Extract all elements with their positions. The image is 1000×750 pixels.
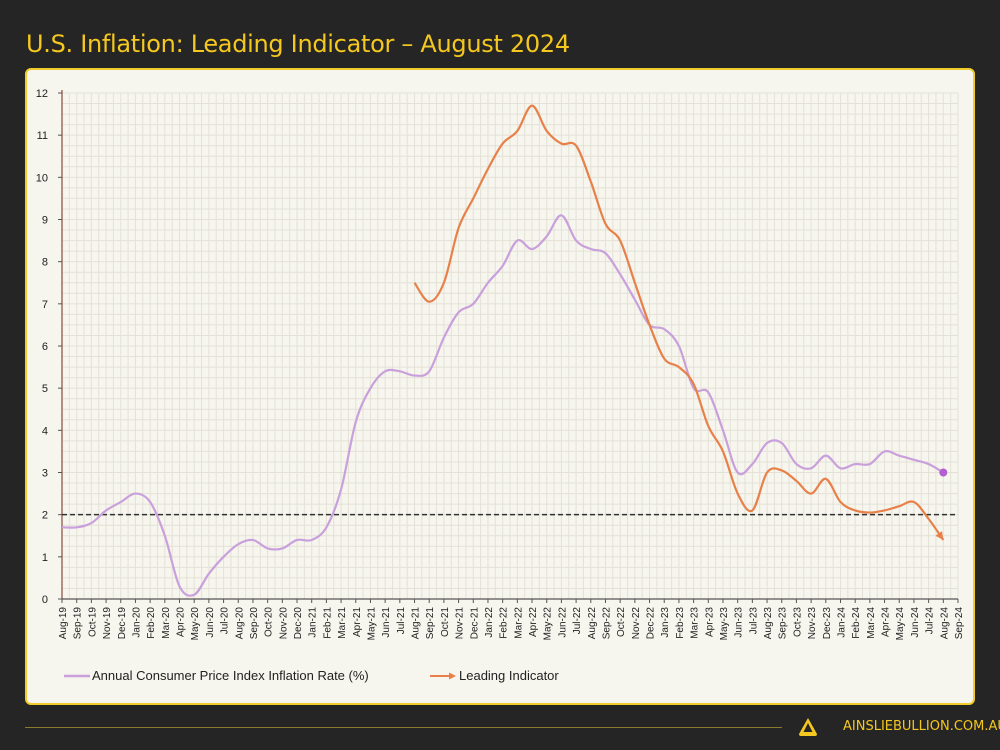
y-tick-label: 12 xyxy=(36,88,48,100)
x-tick-label: Apr-22 xyxy=(528,607,539,637)
x-tick-label: Feb-24 xyxy=(851,607,862,639)
x-tick-label: Oct-23 xyxy=(792,607,803,637)
y-tick-label: 11 xyxy=(37,130,48,142)
footer-divider xyxy=(25,727,782,728)
x-tick-label: Dec-21 xyxy=(469,607,480,640)
x-tick-label: Aug-21 xyxy=(411,607,422,640)
legend-label-leading: Leading Indicator xyxy=(459,668,559,683)
x-tick-label: Jul-22 xyxy=(572,607,583,635)
legend: Annual Consumer Price Index Inflation Ra… xyxy=(64,668,559,683)
x-tick-label: Sep-21 xyxy=(425,607,436,640)
x-tick-label: Jan-20 xyxy=(131,607,142,638)
x-tick-label: Jun-22 xyxy=(557,607,568,638)
y-tick-label: 5 xyxy=(42,383,48,395)
x-tick-label: Nov-22 xyxy=(631,607,642,640)
x-tick-label: Sep-24 xyxy=(954,607,965,640)
x-tick-label: May-21 xyxy=(366,607,377,641)
x-tick-label: Mar-23 xyxy=(690,607,701,639)
x-tick-label: Oct-21 xyxy=(440,607,451,637)
x-tick-label: Dec-20 xyxy=(293,607,304,640)
x-tick-label: Jan-23 xyxy=(660,607,671,638)
x-tick-label: Jan-24 xyxy=(836,607,847,638)
ainslie-logo-icon xyxy=(799,718,817,736)
x-tick-label: May-20 xyxy=(190,607,201,641)
x-tick-label: Feb-23 xyxy=(675,607,686,639)
x-tick-label: Dec-19 xyxy=(117,607,128,640)
x-tick-label: Jul-20 xyxy=(220,607,231,635)
x-tick-label: Sep-23 xyxy=(778,607,789,640)
x-tick-label: Apr-20 xyxy=(176,607,187,637)
page-title: U.S. Inflation: Leading Indicator – Augu… xyxy=(26,30,570,58)
leading-indicator-arrowhead xyxy=(935,531,944,540)
x-tick-label: Oct-20 xyxy=(264,607,275,637)
grid xyxy=(61,92,959,600)
x-tick-label: Jul-24 xyxy=(925,607,936,635)
y-tick-label: 0 xyxy=(42,594,48,606)
x-tick-label: Aug-23 xyxy=(763,607,774,640)
x-tick-label: Oct-22 xyxy=(616,607,627,637)
y-tick-label: 9 xyxy=(42,215,48,227)
x-tick-label: May-23 xyxy=(719,607,730,641)
x-tick-label: Jan-21 xyxy=(308,607,319,638)
x-tick-label: Aug-19 xyxy=(58,607,69,640)
y-tick-label: 8 xyxy=(42,257,48,269)
x-tick-label: Jul-21 xyxy=(396,607,407,635)
x-tick-label: Aug-20 xyxy=(234,607,245,640)
legend-label-cpi: Annual Consumer Price Index Inflation Ra… xyxy=(92,668,369,683)
x-tick-label: Mar-24 xyxy=(866,607,877,639)
x-tick-label: Jan-22 xyxy=(484,607,495,638)
x-tick-label: Mar-20 xyxy=(161,607,172,639)
x-tick-label: Mar-22 xyxy=(513,607,524,639)
x-tick-label: Nov-19 xyxy=(102,607,113,640)
x-tick-label: Nov-21 xyxy=(455,607,466,640)
x-tick-label: May-24 xyxy=(895,607,906,641)
y-tick-label: 2 xyxy=(42,510,48,522)
y-tick-label: 6 xyxy=(42,341,48,353)
cpi-latest-marker xyxy=(939,468,948,477)
x-tick-label: Aug-24 xyxy=(939,607,950,640)
x-tick-label: Oct-19 xyxy=(87,607,98,637)
x-tick-label: Feb-21 xyxy=(322,607,333,639)
x-tick-label: Feb-20 xyxy=(146,607,157,639)
x-tick-label: Jun-21 xyxy=(381,607,392,638)
y-tick-label: 3 xyxy=(42,468,48,480)
x-tick-label: Sep-22 xyxy=(601,607,612,640)
y-tick-label: 4 xyxy=(42,425,48,437)
x-tick-label: Jul-23 xyxy=(748,607,759,635)
x-tick-label: Apr-23 xyxy=(704,607,715,637)
brand-url: AINSLIEBULLION.COM.AU xyxy=(843,719,1000,734)
x-tick-label: Dec-22 xyxy=(646,607,657,640)
x-tick-label: Nov-20 xyxy=(278,607,289,640)
x-tick-label: Jun-24 xyxy=(910,607,921,638)
x-tick-label: Sep-19 xyxy=(73,607,84,640)
x-tick-label: Aug-22 xyxy=(587,607,598,640)
x-tick-label: Sep-20 xyxy=(249,607,260,640)
x-tick-label: Apr-24 xyxy=(881,607,892,637)
x-tick-label: Nov-23 xyxy=(807,607,818,640)
y-tick-label: 10 xyxy=(36,172,48,184)
y-tick-label: 1 xyxy=(42,552,48,564)
y-tick-label: 7 xyxy=(42,299,48,311)
x-tick-label: Mar-21 xyxy=(337,607,348,639)
x-tick-label: Jun-23 xyxy=(734,607,745,638)
x-tick-label: May-22 xyxy=(543,607,554,641)
legend-arrow-icon xyxy=(449,672,456,680)
x-tick-label: Jun-20 xyxy=(205,607,216,638)
x-tick-label: Apr-21 xyxy=(352,607,363,637)
x-tick-label: Dec-23 xyxy=(822,607,833,640)
x-tick-label: Feb-22 xyxy=(499,607,510,639)
